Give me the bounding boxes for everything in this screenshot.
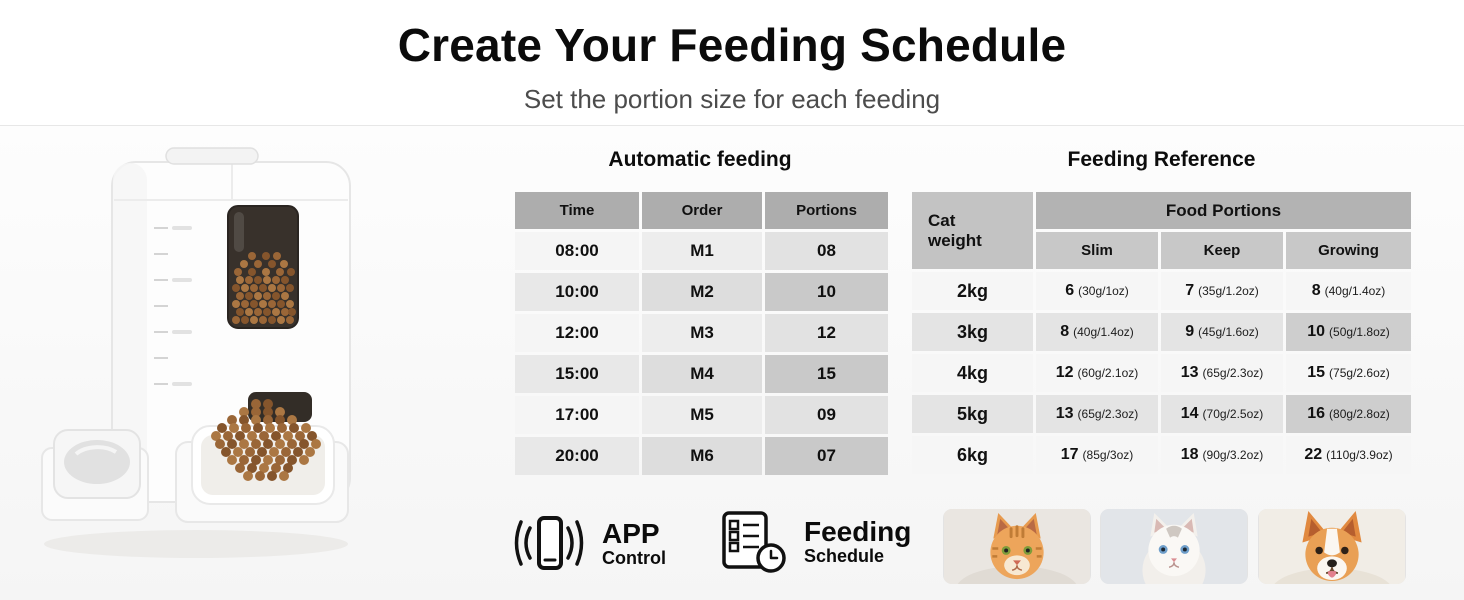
feature-title: Feeding [804,515,912,547]
weight-cell: 4kg [912,354,1033,392]
feature-subtitle: Control [602,548,666,569]
weight-cell: 2kg [912,272,1033,310]
col-header-order: Order [642,192,762,229]
weight-cell: 5kg [912,395,1033,433]
feature-title: APP [602,517,660,549]
time-cell: 17:00 [515,396,639,434]
portion-cell: 14 (70g/2.5oz) [1161,395,1283,433]
weight-cell: 6kg [912,436,1033,474]
portion-cell: 12 (60g/2.1oz) [1036,354,1158,392]
order-cell: M5 [642,396,762,434]
page-subtitle: Set the portion size for each feeding [523,84,941,114]
photo-corgi-dog [1258,509,1406,584]
pet-feeder-image [41,147,351,558]
portion-cell: 22 (110g/3.9oz) [1286,436,1411,474]
feature-app-control: APP Control [510,512,666,576]
photo-white-fluffy-cat [1100,509,1248,584]
portions-cell: 09 [765,396,888,434]
portions-cell: 08 [765,232,888,270]
portion-cell: 13 (65g/2.3oz) [1036,395,1158,433]
portion-cell: 6 (30g/1oz) [1036,272,1158,310]
row-header-cat-weight: Cat weight [912,192,1033,269]
feature-text: APP Control [602,517,666,569]
group-header-food-portions: Food Portions [1036,192,1411,229]
time-cell: 12:00 [515,314,639,352]
order-cell: M4 [642,355,762,393]
section-divider [0,125,1464,126]
order-cell: M1 [642,232,762,270]
portions-cell: 12 [765,314,888,352]
orange-tabby-cat-image [943,509,1091,584]
feeding-reference-table: Cat weight Food Portions Slim Keep Growi… [912,192,1411,474]
col-header-time: Time [515,192,639,229]
feeding-reference-title: Feeding Reference [1067,148,1256,171]
portion-cell: 15 (75g/2.6oz) [1286,354,1411,392]
portion-cell: 10 (50g/1.8oz) [1286,313,1411,351]
col-header-keep: Keep [1161,232,1283,269]
checklist-clock-icon [722,511,786,573]
automatic-feeding-title: Automatic feeding [608,148,792,171]
portion-cell: 13 (65g/2.3oz) [1161,354,1283,392]
col-header-growing: Growing [1286,232,1411,269]
time-cell: 10:00 [515,273,639,311]
page-title: Create Your Feeding Schedule [397,19,1067,71]
order-cell: M6 [642,437,762,475]
portions-cell: 07 [765,437,888,475]
white-fluffy-cat-image [1100,509,1248,584]
portion-cell: 18 (90g/3.2oz) [1161,436,1283,474]
feature-feeding-schedule: Feeding Schedule [716,508,911,576]
portion-cell: 8 (40g/1.4oz) [1286,272,1411,310]
portion-cell: 8 (40g/1.4oz) [1036,313,1158,351]
feature-subtitle: Schedule [804,546,885,567]
time-cell: 15:00 [515,355,639,393]
feature-text: Feeding Schedule [804,515,912,567]
automatic-feeding-table: Time Order Portions 08:00 M1 08 10:00 M2… [515,192,888,475]
time-cell: 08:00 [515,232,639,270]
pet-feeder-illustration [26,142,356,572]
portion-cell: 9 (45g/1.6oz) [1161,313,1283,351]
portions-cell: 10 [765,273,888,311]
order-cell: M3 [642,314,762,352]
portions-cell: 15 [765,355,888,393]
smartphone-signal-icon [514,516,584,570]
portion-cell: 17 (85g/3oz) [1036,436,1158,474]
order-cell: M2 [642,273,762,311]
col-header-portions: Portions [765,192,888,229]
col-header-slim: Slim [1036,232,1158,269]
portion-cell: 16 (80g/2.8oz) [1286,395,1411,433]
weight-cell: 3kg [912,313,1033,351]
time-cell: 20:00 [515,437,639,475]
corgi-dog-image [1258,509,1406,584]
portion-cell: 7 (35g/1.2oz) [1161,272,1283,310]
photo-orange-tabby-cat [943,509,1091,584]
